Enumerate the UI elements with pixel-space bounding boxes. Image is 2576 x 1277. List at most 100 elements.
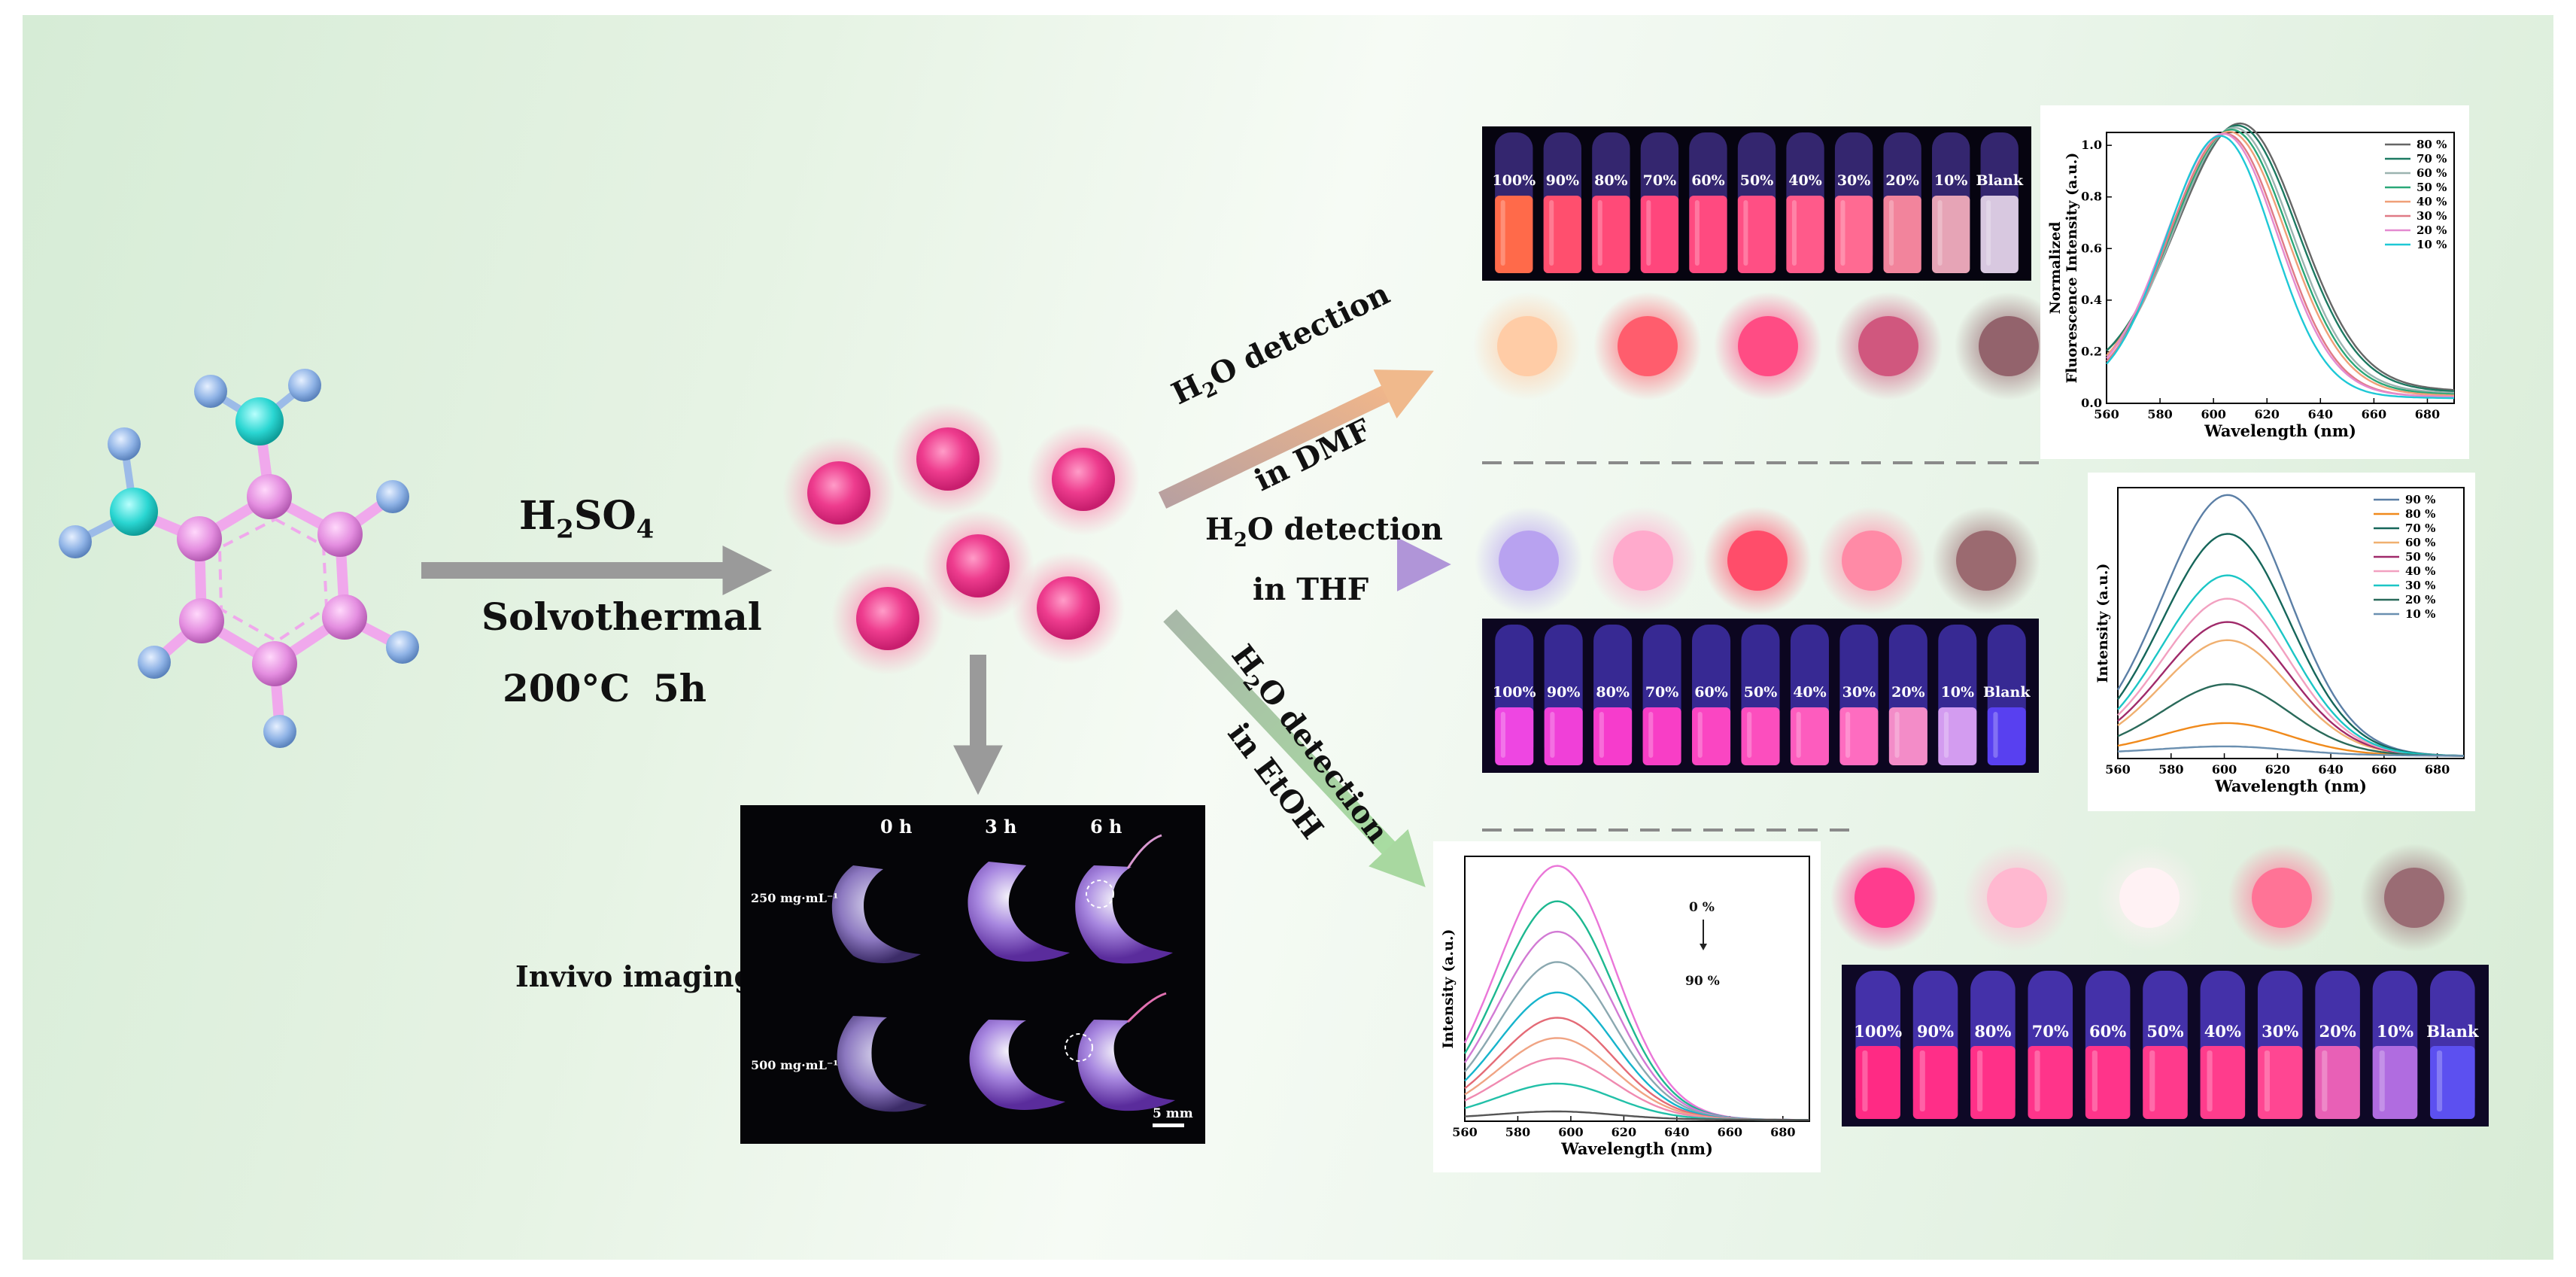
thf-chart: 560 580 600 620 640 660 680 Wavelength (nm) Inte… <box>2095 487 2465 795</box>
temperature-label: 200°C <box>503 666 630 710</box>
solution-dot <box>1499 531 1559 591</box>
vial-label: 20% <box>1885 172 1919 189</box>
x-tick-label: 620 <box>2255 407 2280 421</box>
vial-label: 90% <box>1546 172 1580 189</box>
vial-label: 100% <box>1493 684 1536 701</box>
plot-frame <box>1464 856 1810 1122</box>
vial: 40% <box>1786 132 1824 273</box>
concentration-label-250: 250 mg·mL⁻¹ <box>751 891 839 905</box>
solution-dot <box>2252 868 2312 928</box>
shrimp-specimen <box>1075 834 1173 964</box>
legend-label: 50 % <box>2405 550 2435 564</box>
legend-label: 20 % <box>2405 593 2435 607</box>
vial: 30% <box>1839 625 1879 765</box>
vial-label: 70% <box>1645 684 1679 701</box>
vial-label: 90% <box>1917 1022 1954 1041</box>
vial: 50% <box>2143 971 2188 1119</box>
legend-label: 30 % <box>2417 209 2447 223</box>
nitrogen-atom <box>110 488 158 536</box>
legend-label: 40 % <box>2417 195 2447 208</box>
thf-dot-row <box>1475 506 2040 615</box>
x-tick-label: 620 <box>1612 1125 1636 1139</box>
x-axis-label: Wavelength (nm) <box>2204 421 2356 440</box>
legend-label: 10 % <box>2417 238 2447 251</box>
vial-label: 30% <box>2262 1022 2298 1041</box>
vial: 20% <box>2315 971 2360 1119</box>
solution-dot <box>1842 531 1902 591</box>
hydrogen-atom <box>138 646 171 679</box>
solution-dot <box>1727 531 1788 591</box>
vial-label: 30% <box>1837 172 1871 189</box>
carbon-atom <box>317 512 363 557</box>
vial: 50% <box>1741 625 1780 765</box>
etoh-annotation-arrow <box>1703 920 1704 945</box>
y-axis-label: Intensity (a.u.) <box>1440 929 1457 1048</box>
vial-label: 30% <box>1842 684 1876 701</box>
solution-dot <box>2119 868 2180 928</box>
series-line <box>2117 639 2464 757</box>
vial: 50% <box>1737 132 1776 273</box>
time-label-3h: 3 h <box>985 816 1017 838</box>
etoh-chart: 560 580 600 620 640 660 680 Wavelength (nm) Inte… <box>1440 856 1810 1158</box>
o-phenylenediamine-molecule <box>59 369 419 748</box>
vial-label: 10% <box>1941 684 1975 701</box>
vial: 10% <box>1932 132 1970 273</box>
imaging-title: Invivo imaging <box>515 959 755 993</box>
vial-label: 40% <box>2204 1022 2241 1041</box>
vial-label: 10% <box>2377 1022 2413 1041</box>
hydrogen-atom <box>263 715 296 748</box>
thf-detection-label: H2O detection <box>1205 512 1443 552</box>
vial-label: 90% <box>1547 684 1581 701</box>
hydrogen-atom <box>108 427 141 461</box>
dmf-chart: 560 580 600 620 640 660 680 0.0 0.2 0.4 0.6 0.8 1.0 W… <box>2047 122 2455 440</box>
vial: 90% <box>1543 132 1581 273</box>
thf-chart-panel: 560 580 600 620 640 660 680 Wavelength (nm) Inte… <box>2088 473 2475 811</box>
etoh-dot-row <box>1830 844 2468 952</box>
vial-label: 40% <box>1793 684 1827 701</box>
scale-bar-label: 5 mm <box>1153 1106 1193 1121</box>
vial: 70% <box>2028 971 2073 1119</box>
carbon-dot <box>1037 576 1100 640</box>
thf-solvent-label: in THF <box>1253 572 1369 607</box>
legend-label: 40 % <box>2405 564 2435 578</box>
x-tick-label: 660 <box>1718 1125 1742 1139</box>
x-tick-label: 560 <box>1452 1125 1477 1139</box>
etoh-arrow <box>1163 609 1426 887</box>
y-tick-label: 0.2 <box>2081 344 2102 358</box>
vial-label: 20% <box>1891 684 1925 701</box>
y-tick-label: 1.0 <box>2081 138 2102 152</box>
x-tick-label: 600 <box>1558 1125 1583 1139</box>
reagent-label: H2SO4 <box>519 493 655 545</box>
vial-label: Blank <box>1983 684 2031 701</box>
x-axis-label: Wavelength (nm) <box>2214 777 2367 795</box>
y-tick-label: 0.4 <box>2081 293 2102 307</box>
vial-label: 50% <box>1740 172 1774 189</box>
y-axis-label: Intensity (a.u.) <box>2095 563 2111 683</box>
x-tick-label: 580 <box>1505 1125 1530 1139</box>
hydrogen-atom <box>288 369 321 402</box>
carbon-atom <box>177 516 222 561</box>
x-tick-label: 560 <box>2105 762 2130 777</box>
series-line <box>1464 1017 1809 1121</box>
vial: 100% <box>1492 132 1536 273</box>
solution-dot <box>1987 868 2047 928</box>
x-tick-label: 560 <box>2094 407 2119 421</box>
etoh-annotation-arrowhead <box>1700 944 1707 950</box>
carbon-dot <box>916 427 980 491</box>
method-label: Solvothermal <box>481 594 762 639</box>
carbon-dot <box>946 534 1010 597</box>
vial: 10% <box>1938 625 1977 765</box>
scale-bar <box>1153 1123 1184 1127</box>
y-tick-label: 0.0 <box>2081 396 2102 410</box>
x-tick-label: 580 <box>2147 407 2172 421</box>
legend-label: 90 % <box>2405 493 2435 506</box>
etoh-annotation-top: 0 % <box>1689 900 1715 915</box>
legend-label: 80 % <box>2417 138 2447 151</box>
time-label: 5h <box>653 666 707 710</box>
vial: 30% <box>1834 132 1873 273</box>
vial: 70% <box>1642 625 1681 765</box>
vial-label: 80% <box>1594 172 1628 189</box>
carbon-dot <box>856 587 919 650</box>
solution-dot <box>1738 316 1798 376</box>
vial-label: 70% <box>2032 1022 2069 1041</box>
